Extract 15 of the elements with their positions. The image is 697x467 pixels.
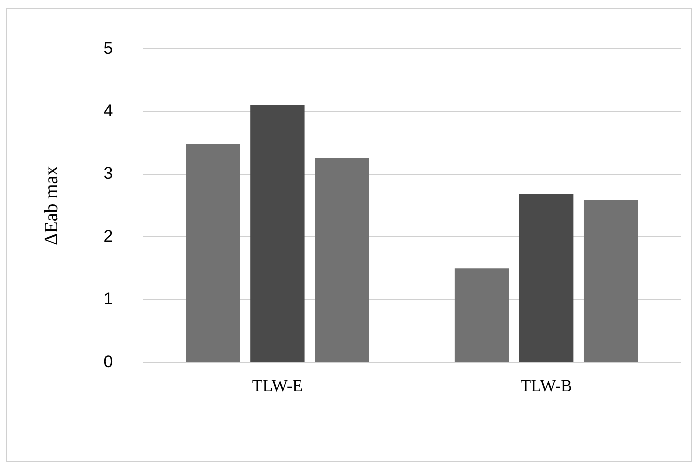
bar <box>584 200 638 362</box>
bar <box>315 158 370 362</box>
bar <box>186 144 240 362</box>
x-tick-label: TLW-B <box>520 376 572 396</box>
y-tick-label: 4 <box>104 102 114 121</box>
y-axis-title: ΔEab max <box>41 166 62 246</box>
bar <box>519 194 574 362</box>
y-tick-label: 1 <box>104 290 114 309</box>
y-tick-label: 5 <box>104 38 114 58</box>
x-tick-label: TLW-E <box>252 376 304 396</box>
y-tick-label: 3 <box>104 164 114 184</box>
y-tick-label: 0 <box>104 352 114 372</box>
bar <box>454 268 510 362</box>
bar <box>250 104 305 362</box>
y-tick-label: 2 <box>104 226 114 246</box>
